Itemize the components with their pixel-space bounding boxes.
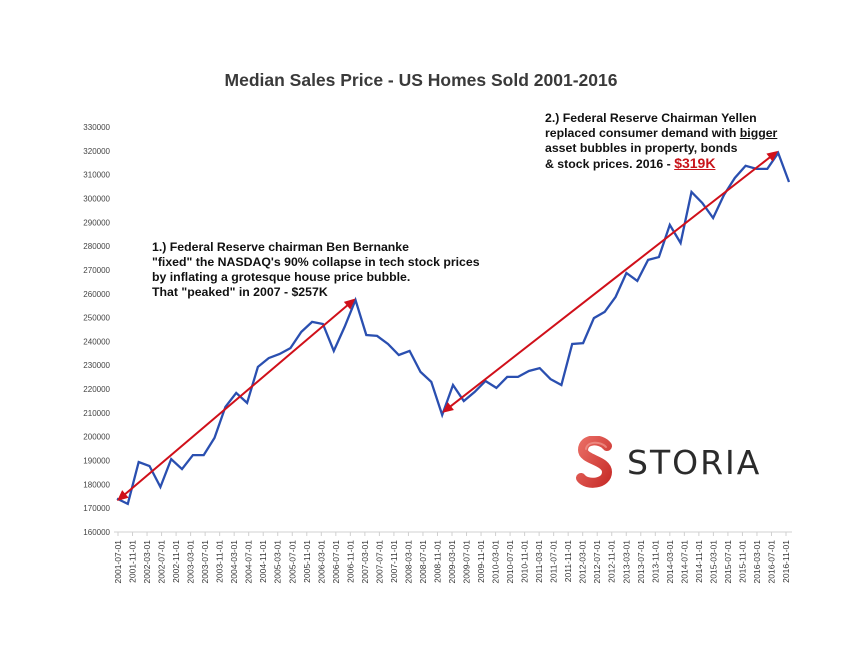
y-tick-label: 250000 bbox=[83, 314, 110, 323]
x-tick-label: 2014-03-01 bbox=[665, 540, 675, 584]
x-tick-label: 2010-07-01 bbox=[505, 540, 515, 584]
x-tick-label: 2002-03-01 bbox=[142, 540, 152, 584]
x-tick-label: 2005-03-01 bbox=[273, 540, 283, 584]
y-tick-label: 220000 bbox=[83, 385, 110, 394]
yellen-bubble-arrow bbox=[442, 150, 779, 413]
annotation-line: "fixed" the NASDAQ's 90% collapse in tec… bbox=[152, 255, 480, 269]
x-tick-label: 2016-07-01 bbox=[766, 540, 776, 584]
x-tick-label: 2009-11-01 bbox=[476, 540, 486, 583]
x-tick-label: 2013-07-01 bbox=[636, 540, 646, 584]
x-tick-label: 2008-03-01 bbox=[403, 540, 413, 584]
x-axis: 2001-07-01 2001-11-01 2002-03-01 2002-07-01… bbox=[113, 531, 792, 584]
x-tick-label: 2007-11-01 bbox=[389, 540, 399, 583]
x-tick-label: 2004-07-01 bbox=[244, 540, 254, 584]
x-tick-label: 2009-03-01 bbox=[447, 540, 457, 584]
y-tick-label: 200000 bbox=[83, 433, 110, 442]
y-tick-label: 270000 bbox=[83, 266, 110, 275]
x-tick-label: 2014-11-01 bbox=[694, 540, 704, 583]
arrows-layer bbox=[117, 150, 779, 502]
arrow-shaft bbox=[120, 301, 352, 498]
x-tick-label: 2004-11-01 bbox=[258, 540, 268, 583]
x-tick-label: 2005-07-01 bbox=[287, 540, 297, 584]
series-layer bbox=[116, 150, 791, 506]
x-tick-label: 2011-03-01 bbox=[534, 540, 544, 583]
annotation-line: That "peaked" in 2007 - $257K bbox=[152, 285, 328, 299]
annotation-text: replaced consumer demand with bbox=[545, 126, 740, 140]
y-tick-label: 300000 bbox=[83, 194, 110, 203]
x-tick-label: 2007-07-01 bbox=[374, 540, 384, 584]
storia-logo-text: STORIA bbox=[627, 442, 762, 482]
y-tick-label: 320000 bbox=[83, 147, 110, 156]
x-tick-label: 2011-11-01 bbox=[563, 540, 573, 582]
annotation-price: $319K bbox=[674, 155, 716, 171]
x-tick-label: 2012-11-01 bbox=[607, 540, 617, 583]
storia-logo: STORIA bbox=[575, 436, 761, 488]
x-tick-label: 2006-07-01 bbox=[331, 540, 341, 584]
bernanke-bubble-arrow bbox=[117, 298, 356, 502]
arrow-shaft bbox=[446, 153, 775, 410]
x-tick-label: 2006-03-01 bbox=[316, 540, 326, 584]
annotation-line: asset bubbles in property, bonds bbox=[545, 141, 738, 155]
y-tick-label: 290000 bbox=[83, 218, 110, 227]
x-tick-label: 2003-03-01 bbox=[186, 540, 196, 584]
y-tick-label: 170000 bbox=[83, 504, 110, 513]
annotation-bernanke: 1.) Federal Reserve chairman Ben Bernank… bbox=[152, 240, 480, 300]
x-tick-label: 2016-03-01 bbox=[752, 540, 762, 584]
x-tick-label: 2003-07-01 bbox=[200, 540, 210, 584]
annotation-line: 2.) Federal Reserve Chairman Yellen bbox=[545, 111, 757, 125]
annotation-line: 1.) Federal Reserve chairman Ben Bernank… bbox=[152, 240, 409, 254]
annotation-text: & stock prices. 2016 - bbox=[545, 157, 675, 171]
annotation-line: & stock prices. 2016 - $319K bbox=[545, 156, 777, 172]
y-tick-label: 160000 bbox=[83, 528, 110, 537]
annotation-yellen: 2.) Federal Reserve Chairman Yellen repl… bbox=[545, 111, 777, 172]
chart-title: Median Sales Price - US Homes Sold 2001-… bbox=[225, 70, 618, 90]
arrow-head bbox=[766, 150, 779, 162]
annotation-underlined-word: bigger bbox=[739, 126, 778, 140]
y-tick-label: 190000 bbox=[83, 457, 110, 466]
x-tick-label: 2016-11-01 bbox=[781, 540, 791, 583]
y-tick-label: 260000 bbox=[83, 290, 110, 299]
x-tick-label: 2007-03-01 bbox=[360, 540, 370, 584]
x-tick-label: 2001-11-01 bbox=[128, 540, 138, 583]
y-tick-label: 180000 bbox=[83, 480, 110, 489]
x-tick-label: 2015-03-01 bbox=[708, 540, 718, 584]
y-tick-label: 210000 bbox=[83, 409, 110, 418]
y-tick-label: 230000 bbox=[83, 361, 110, 370]
arrow-head bbox=[442, 402, 454, 413]
x-tick-label: 2012-03-01 bbox=[578, 540, 588, 584]
annotation-line: by inflating a grotesque house price bub… bbox=[152, 270, 411, 284]
x-tick-label: 2012-07-01 bbox=[592, 540, 602, 584]
x-tick-label: 2009-07-01 bbox=[462, 540, 472, 584]
arrow-head bbox=[117, 490, 129, 502]
y-tick-label: 240000 bbox=[83, 337, 110, 346]
x-tick-label: 2003-11-01 bbox=[215, 540, 225, 583]
x-tick-label: 2010-03-01 bbox=[491, 540, 501, 584]
x-tick-label: 2010-11-01 bbox=[520, 540, 530, 583]
annotation-line: replaced consumer demand with bigger bbox=[545, 126, 777, 141]
x-tick-label: 2004-03-01 bbox=[229, 540, 239, 584]
x-tick-label: 2011-07-01 bbox=[549, 540, 559, 583]
x-tick-label: 2006-11-01 bbox=[345, 540, 355, 583]
y-tick-label: 330000 bbox=[83, 123, 110, 132]
y-tick-label: 280000 bbox=[83, 242, 110, 251]
x-tick-label: 2008-11-01 bbox=[432, 540, 442, 583]
storia-s-icon bbox=[576, 436, 613, 488]
x-tick-label: 2001-07-01 bbox=[113, 540, 123, 584]
x-tick-label: 2013-03-01 bbox=[621, 540, 631, 584]
y-tick-label: 310000 bbox=[83, 171, 110, 180]
x-tick-label: 2014-07-01 bbox=[679, 540, 689, 584]
x-tick-label: 2013-11-01 bbox=[650, 540, 660, 583]
x-tick-label: 2015-11-01 bbox=[737, 540, 747, 583]
x-tick-label: 2008-07-01 bbox=[418, 540, 428, 584]
arrow-head bbox=[343, 298, 356, 310]
series-line-median-price bbox=[116, 150, 791, 506]
y-axis: 160000 170000 180000 190000 200000 210000 2200… bbox=[83, 123, 110, 537]
x-tick-label: 2005-11-01 bbox=[302, 540, 312, 583]
x-tick-label: 2002-11-01 bbox=[171, 540, 181, 583]
x-tick-label: 2002-07-01 bbox=[157, 540, 167, 584]
x-tick-label: 2015-07-01 bbox=[723, 540, 733, 584]
